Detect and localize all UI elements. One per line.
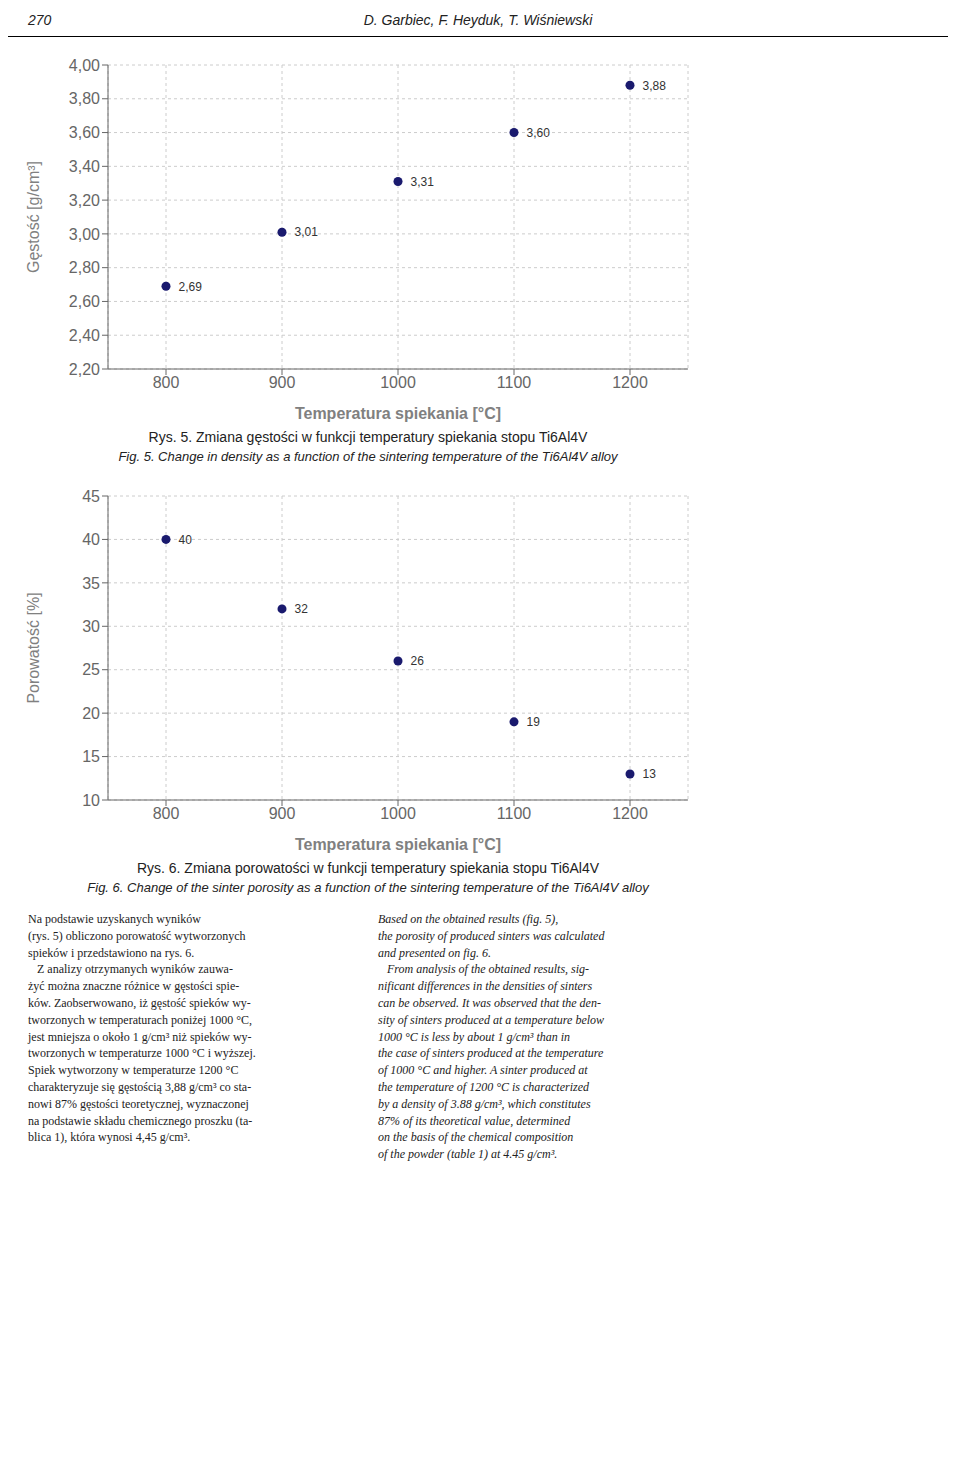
svg-text:2,80: 2,80 (69, 259, 100, 276)
svg-text:1000: 1000 (380, 805, 416, 822)
svg-text:32: 32 (295, 602, 309, 616)
svg-text:2,20: 2,20 (69, 361, 100, 378)
svg-text:2,40: 2,40 (69, 327, 100, 344)
svg-text:1000: 1000 (380, 374, 416, 391)
svg-text:3,60: 3,60 (69, 124, 100, 141)
svg-text:3,80: 3,80 (69, 90, 100, 107)
svg-text:3,01: 3,01 (295, 225, 319, 239)
svg-text:3,40: 3,40 (69, 158, 100, 175)
svg-text:45: 45 (82, 488, 100, 505)
svg-text:40: 40 (179, 533, 193, 547)
svg-text:Temperatura spiekania [°C]: Temperatura spiekania [°C] (295, 405, 501, 422)
svg-text:900: 900 (269, 805, 296, 822)
svg-text:Gęstość [g/cm³]: Gęstość [g/cm³] (25, 161, 42, 273)
svg-text:20: 20 (82, 705, 100, 722)
svg-text:3,31: 3,31 (411, 175, 435, 189)
html-text:Rys. 6. Zmiana porowatości w f: Rys. 6. Zmiana porowatości w funkcji tem… (136, 860, 600, 876)
svg-text:800: 800 (153, 374, 180, 391)
svg-text:900: 900 (269, 374, 296, 391)
html-text:Fig. 6. Change of the sinter p: Fig. 6. Change of the sinter porosity as… (87, 880, 649, 895)
svg-text:26: 26 (411, 654, 425, 668)
svg-text:1100: 1100 (497, 374, 532, 391)
svg-text:1100: 1100 (497, 805, 532, 822)
html-text:Na podstawie uzyskanych wynikó: Na podstawie uzyskanych wyników (rys. 5)… (28, 912, 256, 1145)
svg-text:2,69: 2,69 (179, 280, 203, 294)
svg-text:35: 35 (82, 575, 100, 592)
svg-text:15: 15 (82, 748, 100, 765)
svg-text:3,60: 3,60 (527, 126, 551, 140)
svg-text:1200: 1200 (612, 374, 648, 391)
svg-text:3,88: 3,88 (643, 79, 667, 93)
html-text:D. Garbiec, F. Heyduk, T. Wiśn: D. Garbiec, F. Heyduk, T. Wiśniewski (363, 12, 593, 28)
svg-text:Temperatura spiekania [°C]: Temperatura spiekania [°C] (295, 836, 501, 853)
svg-text:2,60: 2,60 (69, 293, 100, 310)
svg-text:40: 40 (82, 531, 100, 548)
svg-text:Porowatość [%]: Porowatość [%] (25, 592, 42, 703)
svg-text:1200: 1200 (612, 805, 648, 822)
svg-text:3,20: 3,20 (69, 192, 100, 209)
svg-text:800: 800 (153, 805, 180, 822)
html-text:270: 270 (28, 12, 52, 28)
html-text:Rys. 5. Zmiana gęstości w funk: Rys. 5. Zmiana gęstości w funkcji temper… (148, 429, 588, 445)
svg-text:30: 30 (82, 618, 100, 635)
svg-text:25: 25 (82, 661, 100, 678)
svg-text:3,00: 3,00 (69, 226, 100, 243)
svg-text:19: 19 (527, 715, 541, 729)
svg-text:4,00: 4,00 (69, 57, 100, 74)
svg-text:10: 10 (82, 792, 100, 809)
svg-text:13: 13 (643, 767, 657, 781)
html-text:Fig. 5. Change in density as a: Fig. 5. Change in density as a function … (118, 449, 618, 464)
html-text:Based on the obtained results: Based on the obtained results (fig. 5), … (378, 912, 605, 1162)
